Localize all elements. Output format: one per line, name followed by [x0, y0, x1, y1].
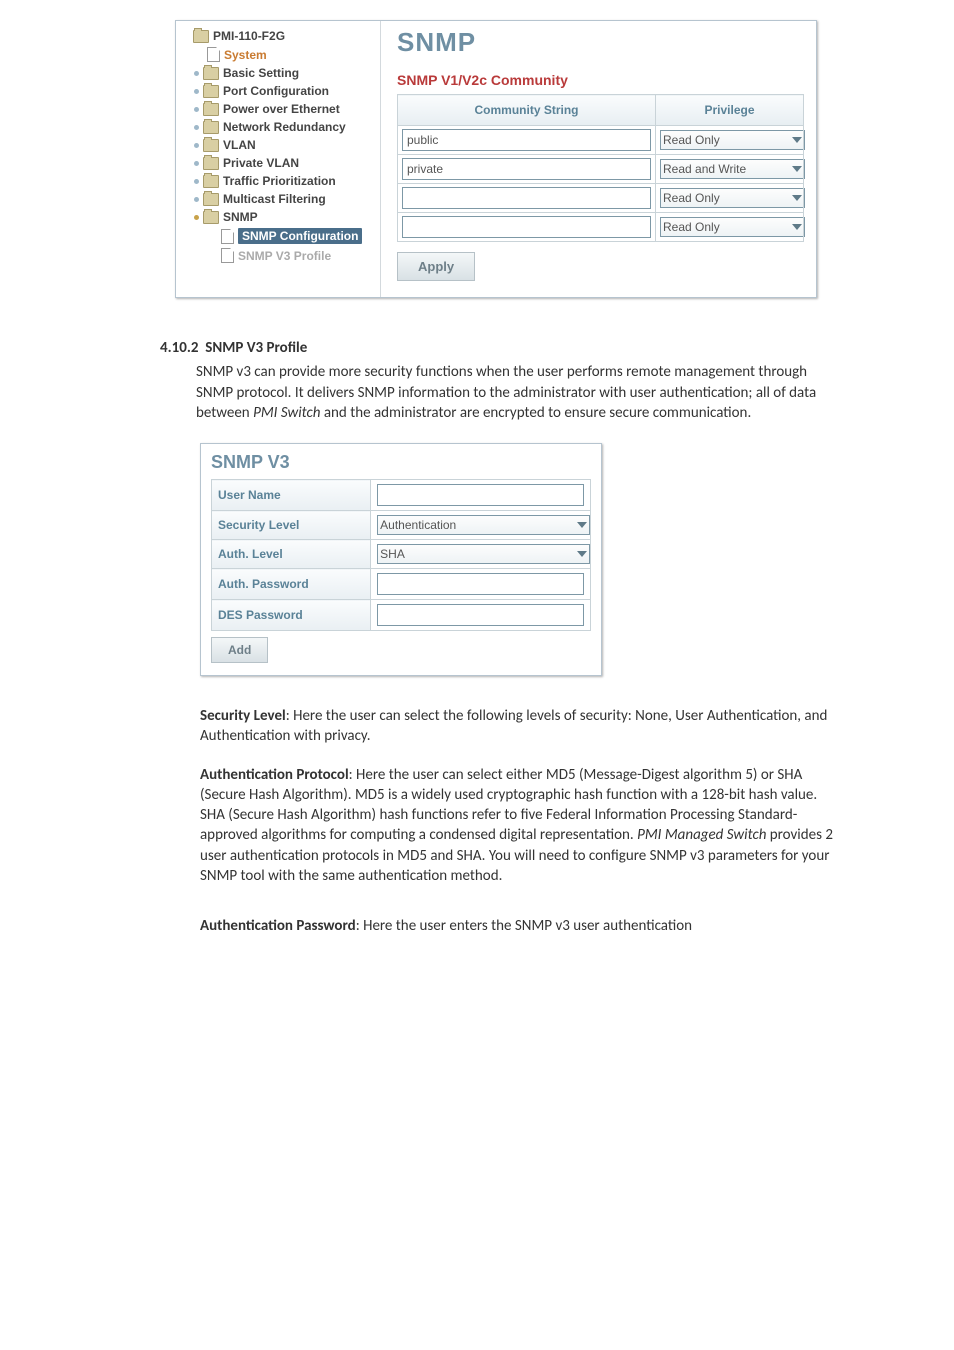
- privilege-select[interactable]: Read Only: [660, 188, 805, 208]
- page-title: SNMP: [397, 27, 804, 58]
- chevron-down-icon: [792, 166, 802, 172]
- add-button[interactable]: Add: [211, 637, 268, 663]
- nav-tree: PMI-110-F2G System Basic Setting Port Co…: [176, 21, 381, 297]
- table-row: Auth. Level SHA: [212, 540, 591, 569]
- snmp-panel: SNMP SNMP V1/V2c Community Community Str…: [381, 21, 816, 297]
- field-label: User Name: [212, 480, 371, 511]
- section-heading: SNMP V1/V2c Community: [397, 72, 804, 88]
- tree-label: SNMP V3 Profile: [238, 249, 331, 263]
- tree-label: Private VLAN: [223, 156, 299, 170]
- table-row: Read Only: [398, 126, 804, 155]
- col-header: Privilege: [656, 95, 804, 126]
- folder-icon: [203, 121, 219, 134]
- tree-label: Basic Setting: [223, 66, 299, 80]
- folder-icon: [203, 103, 219, 116]
- page-icon: [221, 229, 234, 244]
- chevron-down-icon: [792, 195, 802, 201]
- folder-icon: [203, 211, 219, 224]
- table-row: Read and Write: [398, 155, 804, 184]
- privilege-select[interactable]: Read Only: [660, 217, 805, 237]
- tree-label: PMI-110-F2G: [213, 29, 285, 43]
- tree-label: SNMP: [223, 210, 258, 224]
- section-number: 4.10.2: [160, 339, 198, 357]
- community-table: Community String Privilege Read Only Rea…: [397, 94, 804, 242]
- chevron-down-icon: [792, 224, 802, 230]
- tree-item[interactable]: Private VLAN: [180, 154, 376, 172]
- community-input[interactable]: [402, 187, 651, 209]
- body-text: Security Level: Here the user can select…: [200, 706, 840, 936]
- field-label: Auth. Level: [212, 540, 371, 569]
- page-icon: [221, 248, 234, 263]
- apply-button[interactable]: Apply: [397, 252, 475, 281]
- tree-label: Traffic Prioritization: [223, 174, 336, 188]
- tree-item[interactable]: VLAN: [180, 136, 376, 154]
- tree-item[interactable]: Network Redundancy: [180, 118, 376, 136]
- field-label: Auth. Password: [212, 569, 371, 600]
- tree-label: System: [224, 48, 267, 62]
- tree-item[interactable]: Port Configuration: [180, 82, 376, 100]
- tree-item[interactable]: Multicast Filtering: [180, 190, 376, 208]
- tree-root[interactable]: PMI-110-F2G: [180, 27, 376, 45]
- table-row: Read Only: [398, 213, 804, 242]
- tree-label: Port Configuration: [223, 84, 329, 98]
- tree-item[interactable]: Basic Setting: [180, 64, 376, 82]
- snmp-v3-table: User Name Security Level Authentication …: [211, 479, 591, 631]
- tree-label: VLAN: [223, 138, 256, 152]
- tree-label: Network Redundancy: [223, 120, 346, 134]
- snmp-v3-screenshot: SNMP V3 User Name Security Level Authent…: [200, 443, 602, 676]
- privilege-select[interactable]: Read and Write: [660, 159, 805, 179]
- community-input[interactable]: [402, 158, 651, 180]
- des-password-input[interactable]: [377, 604, 584, 626]
- tree-item-snmp-v3[interactable]: SNMP V3 Profile: [180, 246, 376, 265]
- chevron-down-icon: [792, 137, 802, 143]
- folder-icon: [203, 67, 219, 80]
- table-row: Read Only: [398, 184, 804, 213]
- section-title: SNMP V3 Profile: [205, 339, 307, 357]
- auth-level-select[interactable]: SHA: [377, 544, 590, 564]
- table-row: User Name: [212, 480, 591, 511]
- community-input[interactable]: [402, 216, 651, 238]
- section-4-10-2: 4.10.2 SNMP V3 Profile SNMP v3 can provi…: [160, 338, 840, 423]
- tree-label: SNMP Configuration: [238, 228, 362, 244]
- tree-item[interactable]: Power over Ethernet: [180, 100, 376, 118]
- folder-icon: [193, 30, 209, 43]
- tree-item[interactable]: Traffic Prioritization: [180, 172, 376, 190]
- security-level-select[interactable]: Authentication: [377, 515, 590, 535]
- folder-icon: [203, 175, 219, 188]
- table-row: DES Password: [212, 600, 591, 631]
- user-name-input[interactable]: [377, 484, 584, 506]
- col-header: Community String: [398, 95, 656, 126]
- chevron-down-icon: [577, 551, 587, 557]
- field-label: DES Password: [212, 600, 371, 631]
- table-row: Security Level Authentication: [212, 511, 591, 540]
- folder-icon: [203, 139, 219, 152]
- folder-icon: [203, 157, 219, 170]
- table-row: Auth. Password: [212, 569, 591, 600]
- community-input[interactable]: [402, 129, 651, 151]
- page-icon: [207, 47, 220, 62]
- auth-password-input[interactable]: [377, 573, 584, 595]
- snmp-community-screenshot: PMI-110-F2G System Basic Setting Port Co…: [175, 20, 817, 298]
- field-label: Security Level: [212, 511, 371, 540]
- tree-item-snmp-config[interactable]: SNMP Configuration: [180, 226, 376, 246]
- tree-item-system[interactable]: System: [180, 45, 376, 64]
- tree-label: Power over Ethernet: [223, 102, 340, 116]
- folder-icon: [203, 193, 219, 206]
- chevron-down-icon: [577, 522, 587, 528]
- tree-label: Multicast Filtering: [223, 192, 326, 206]
- privilege-select[interactable]: Read Only: [660, 130, 805, 150]
- folder-icon: [203, 85, 219, 98]
- tree-item-snmp[interactable]: SNMP: [180, 208, 376, 226]
- panel-title: SNMP V3: [211, 452, 591, 473]
